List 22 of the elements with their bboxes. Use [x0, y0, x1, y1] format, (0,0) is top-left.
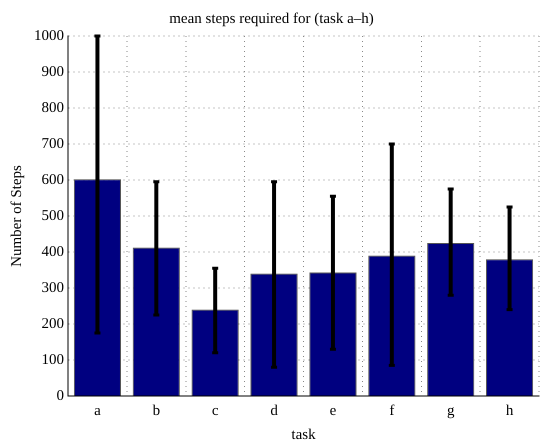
- x-tick-label: f: [389, 402, 394, 419]
- y-tick-label: 400: [42, 244, 64, 260]
- x-tick-label: g: [446, 402, 455, 419]
- y-tick-label: 700: [42, 136, 64, 152]
- x-tick-label: b: [152, 402, 160, 419]
- y-tick-label: 900: [42, 64, 64, 80]
- x-axis-title: task: [291, 426, 316, 443]
- y-tick-label: 0: [56, 388, 64, 404]
- y-tick-label: 200: [42, 316, 64, 332]
- x-tick-label: h: [506, 402, 514, 419]
- chart-title: mean steps required for (task a–h): [169, 10, 374, 27]
- y-tick-label: 1000: [34, 28, 64, 44]
- y-axis-title: Number of Steps: [8, 165, 25, 267]
- x-tick-label: e: [330, 402, 337, 419]
- y-tick-label: 500: [42, 208, 64, 224]
- x-tick-label: c: [212, 402, 219, 419]
- y-tick-label: 600: [42, 172, 64, 188]
- x-tick-label: d: [270, 402, 278, 419]
- y-tick-label: 800: [42, 100, 64, 116]
- x-tick-label: a: [94, 402, 102, 419]
- y-tick-label: 300: [42, 280, 64, 296]
- y-tick-label: 100: [42, 352, 64, 368]
